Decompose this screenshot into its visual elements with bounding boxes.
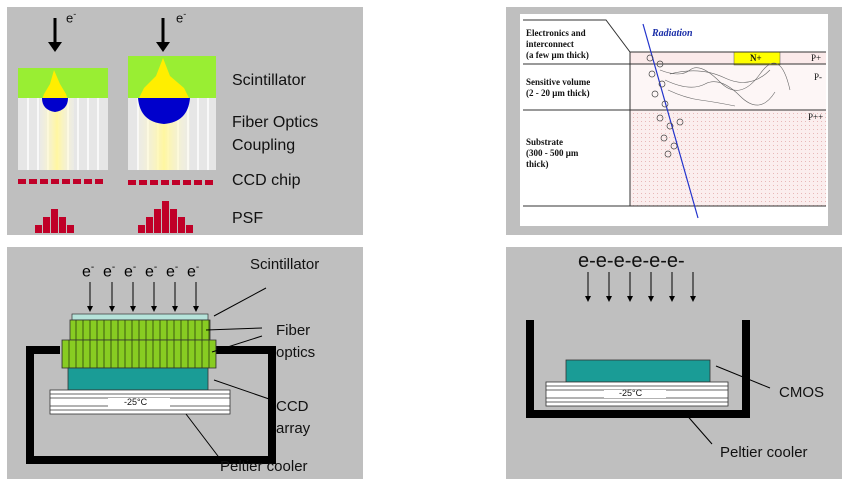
- psf-histogram-right: [138, 201, 193, 233]
- tag-pplusplus: P++: [808, 112, 824, 122]
- electron-label: e-: [103, 262, 116, 281]
- label-scintillator-bl: Scintillator: [250, 256, 320, 273]
- psf-bar: [170, 209, 177, 233]
- layer-electronics: Electronics and interconnect (a few μm thi…: [526, 28, 589, 60]
- label-ccd: CCD: [276, 398, 309, 415]
- electron-label: e-: [124, 262, 137, 281]
- down-arrow-icon: [587, 272, 694, 298]
- ccd-chip-right: [128, 180, 213, 185]
- electron-label: e-: [82, 262, 95, 281]
- layer-substrate: Substrate (300 - 500 μm thick): [526, 137, 579, 169]
- psf-bar: [154, 209, 161, 233]
- down-arrow-icon: [48, 18, 62, 52]
- down-arrow-icon: [89, 282, 197, 308]
- layer-sensitive-volume: Sensitive volume (2 - 20 μm thick): [526, 77, 591, 98]
- electron-label: e-: [187, 262, 200, 281]
- label-fiber: Fiber: [276, 322, 311, 339]
- psf-bar: [43, 217, 50, 233]
- tag-pplus: P+: [811, 53, 822, 63]
- electron-label: e-: [66, 9, 77, 26]
- electron-row-cmos: e-e-e-e-e-e-: [578, 250, 685, 272]
- psf-bar: [178, 217, 185, 233]
- label-peltier-cooler: Peltier cooler: [220, 458, 308, 475]
- label-array: array: [276, 420, 311, 437]
- label-optics: optics: [276, 344, 316, 361]
- psf-histogram-left: [35, 209, 74, 233]
- label-temperature: -25°C: [124, 397, 148, 407]
- psf-bar: [186, 225, 193, 233]
- electron-row: e-e-e-e-e-e-: [82, 262, 212, 282]
- pointer-line-icon: [185, 287, 273, 465]
- psf-bar: [146, 217, 153, 233]
- psf-bar: [138, 225, 145, 233]
- electron-label: e-: [166, 262, 179, 281]
- psf-bar: [51, 209, 58, 233]
- psf-bar: [162, 201, 169, 233]
- label-ccd-chip: CCD chip: [232, 172, 301, 189]
- electron-label: e-: [145, 262, 158, 281]
- pointer-line-icon: [683, 365, 771, 445]
- label-coupling: Coupling: [232, 137, 296, 154]
- label-scintillator: Scintillator: [232, 72, 306, 89]
- label-temperature-cmos: -25°C: [619, 388, 643, 398]
- label-cmos: CMOS: [779, 384, 824, 401]
- psf-bar: [67, 225, 74, 233]
- ccd-chip-left: [18, 179, 103, 184]
- down-arrow-icon: [156, 18, 170, 52]
- label-peltier-cooler-cmos: Peltier cooler: [720, 444, 808, 461]
- label-psf: PSF: [232, 210, 264, 227]
- label-radiation: Radiation: [652, 28, 693, 39]
- tag-pminus: P-: [814, 72, 823, 82]
- psf-bar: [59, 217, 66, 233]
- psf-bar: [35, 225, 42, 233]
- label-nplus: N+: [750, 53, 762, 63]
- electron-label: e-: [176, 9, 187, 26]
- label-fiber-optics: Fiber Optics: [232, 114, 319, 131]
